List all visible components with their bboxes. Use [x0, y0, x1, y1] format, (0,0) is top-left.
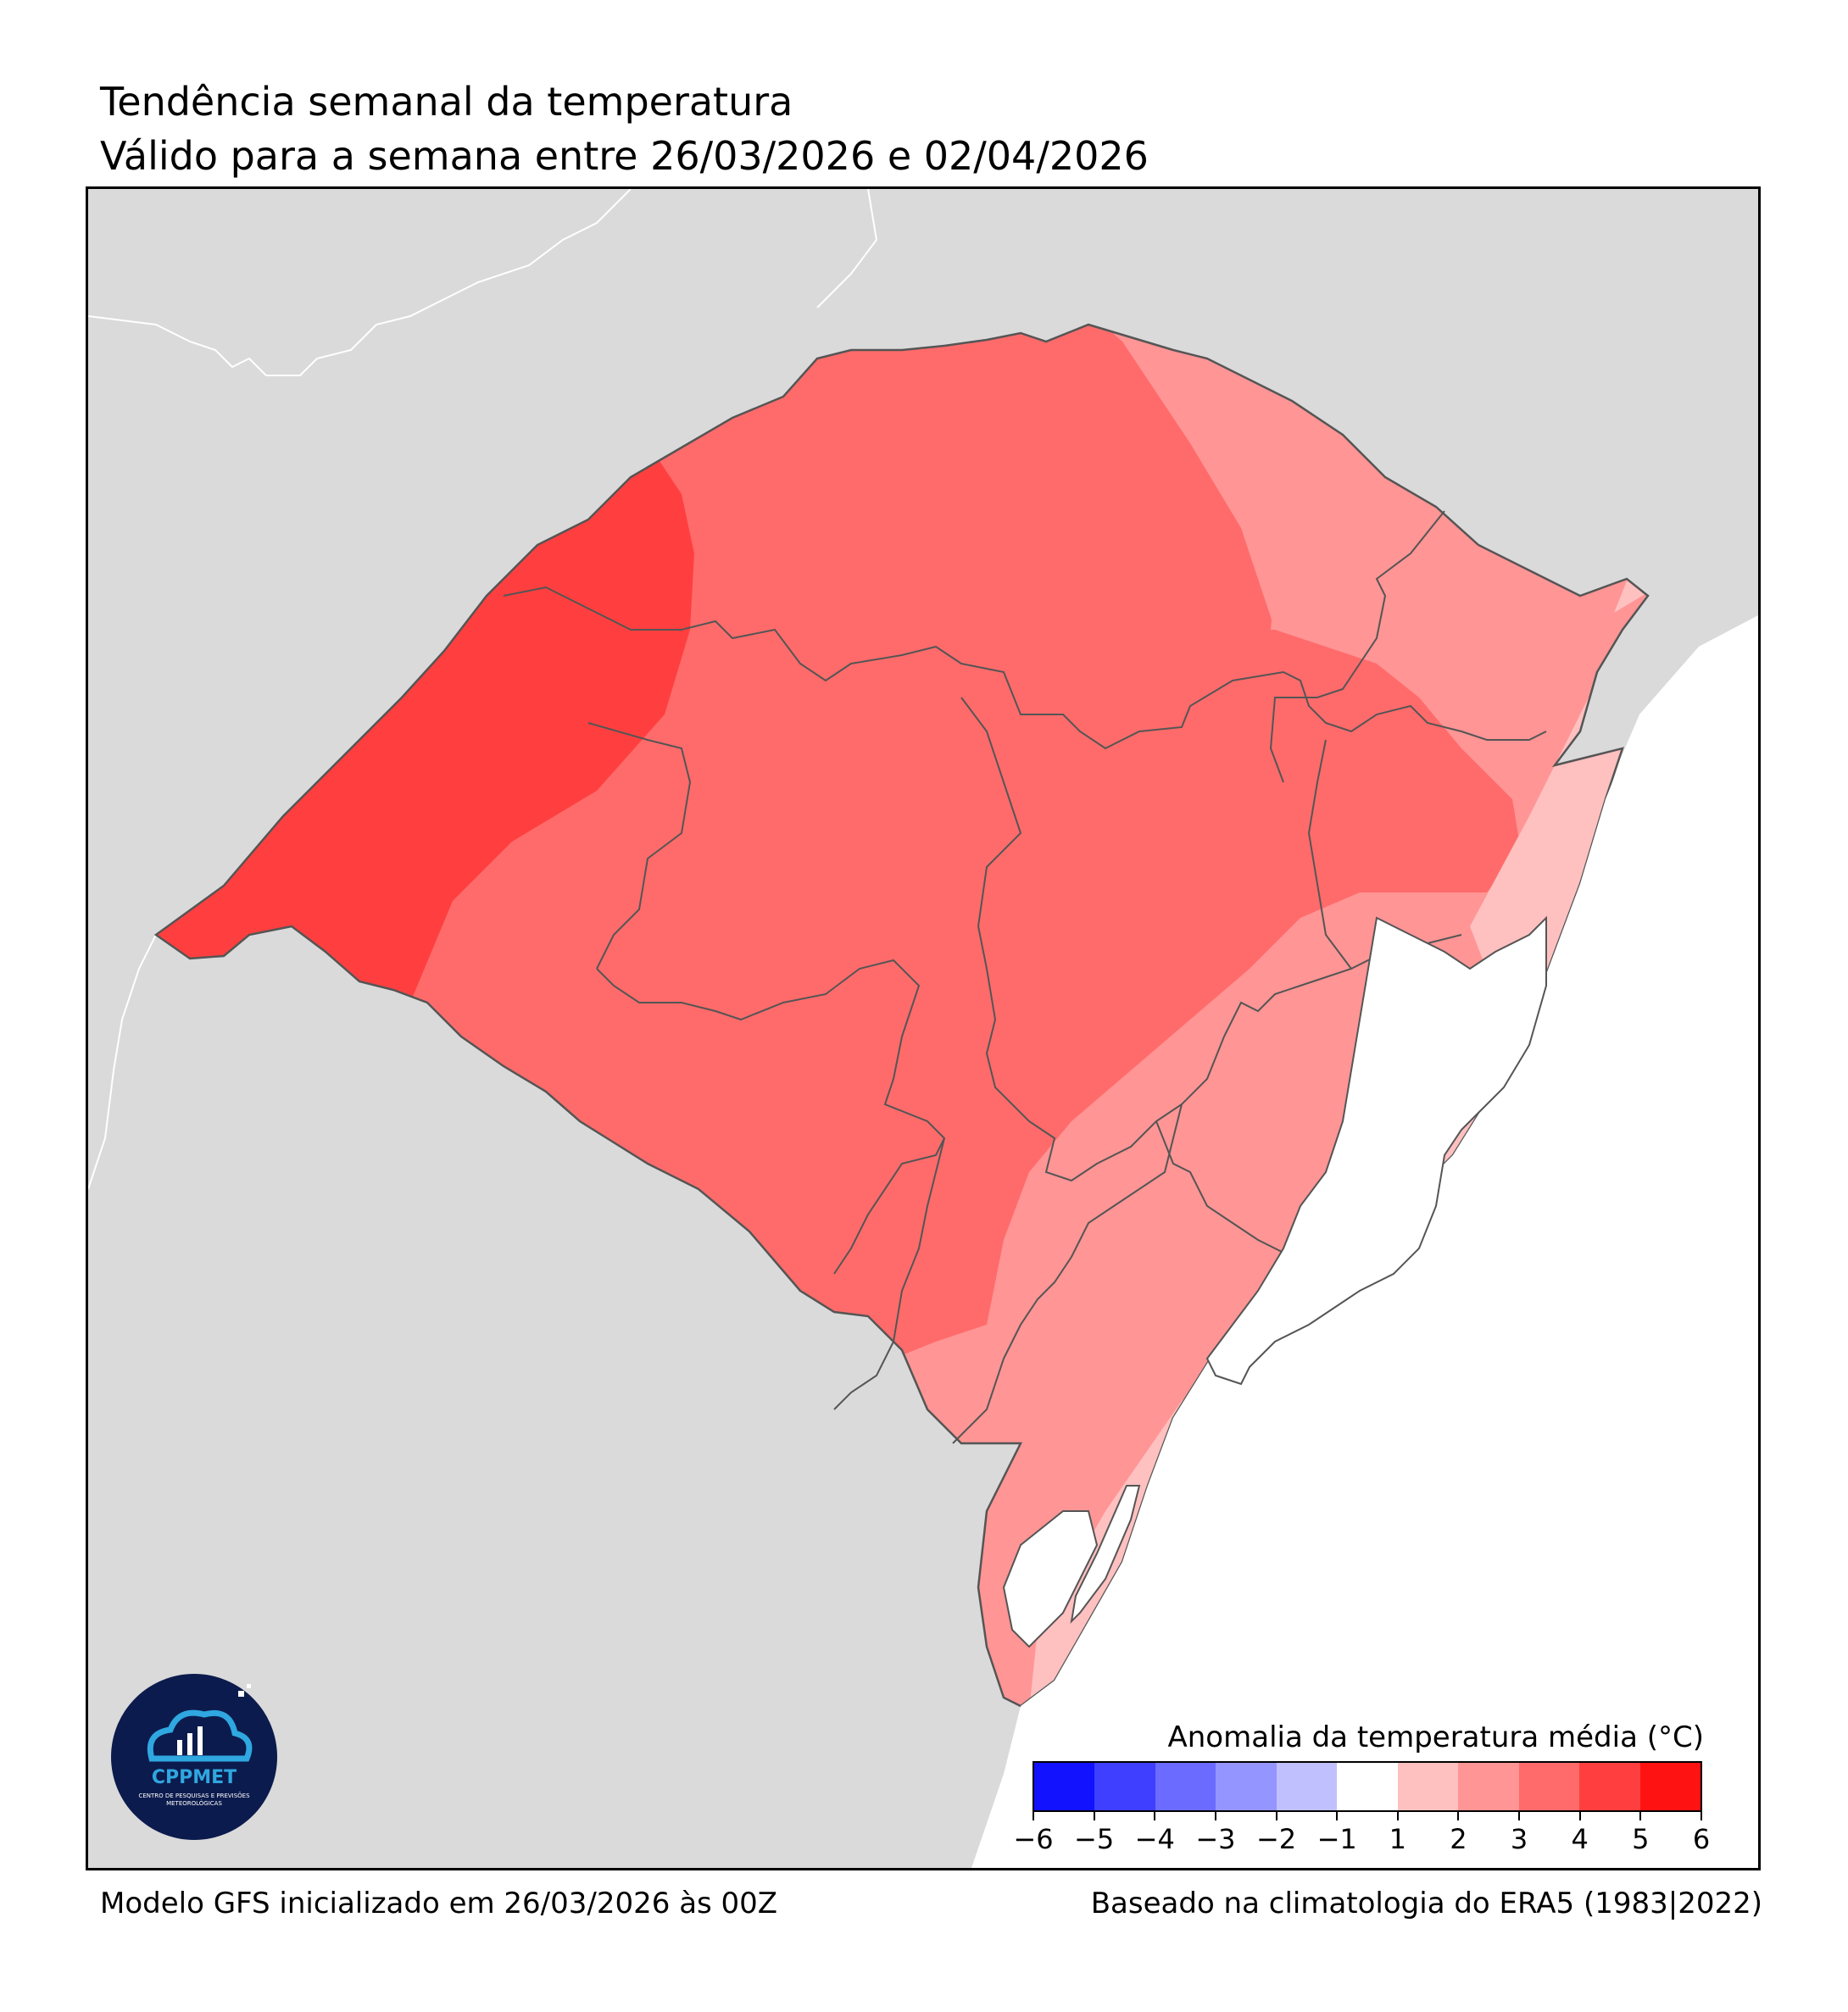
legend: Anomalia da temperatura média (°C) −6 −5−… — [1013, 1720, 1710, 1865]
lagoa-mangueira — [1070, 1485, 1141, 1624]
legend-tick — [1336, 1812, 1339, 1820]
legend-swatch — [1034, 1763, 1095, 1810]
lagoa-dos-patos — [1205, 915, 1547, 1386]
legend-swatch — [1458, 1763, 1519, 1810]
legend-tick — [1214, 1812, 1216, 1820]
cppmet-logo: CPPMET CENTRO DE PESQUISAS E PREVISÕES M… — [111, 1674, 277, 1840]
region-boundaries — [503, 510, 1547, 1444]
legend-swatch — [1337, 1763, 1398, 1810]
model-info: Modelo GFS inicializado em 26/03/2026 às… — [100, 1887, 778, 1920]
legend-tick — [1639, 1812, 1642, 1820]
legend-tick-label: 1 — [1389, 1823, 1406, 1855]
legend-tick-label: −3 — [1195, 1823, 1236, 1855]
map-canvas — [88, 189, 1758, 1868]
legend-tick — [1275, 1812, 1277, 1820]
legend-swatch — [1094, 1763, 1155, 1810]
map-panel — [86, 186, 1761, 1870]
legend-swatch — [1276, 1763, 1338, 1810]
legend-tick — [1578, 1812, 1581, 1820]
legend-tick — [1700, 1812, 1702, 1820]
map-title: Tendência semanal da temperatura — [100, 79, 793, 125]
legend-swatch — [1518, 1763, 1580, 1810]
legend-tick-label: −2 — [1255, 1823, 1297, 1855]
legend-ticks: −6 −5 −4 −3 −2 −1 1 2 3 4 5 6 — [1013, 1812, 1710, 1863]
legend-tick-label: −1 — [1316, 1823, 1357, 1855]
legend-tick-label: −4 — [1134, 1823, 1175, 1855]
cloud-chart-icon — [147, 1684, 253, 1762]
border-line — [88, 189, 632, 376]
legend-tick — [1154, 1812, 1156, 1820]
legend-tick — [1396, 1812, 1399, 1820]
legend-title: Anomalia da temperatura média (°C) — [1167, 1720, 1705, 1754]
legend-swatch — [1639, 1763, 1700, 1810]
legend-tick-label: 5 — [1632, 1823, 1650, 1855]
legend-tick — [1093, 1812, 1095, 1820]
map-subtitle: Válido para a semana entre 26/03/2026 e … — [100, 133, 1149, 179]
legend-tick-label: 3 — [1510, 1823, 1528, 1855]
border-line — [816, 189, 878, 308]
legend-tick — [1033, 1812, 1034, 1820]
logo-subtitle: CENTRO DE PESQUISAS E PREVISÕES METEOROL… — [138, 1792, 250, 1807]
lagoa-mirim — [1002, 1510, 1099, 1648]
legend-swatch — [1579, 1763, 1640, 1810]
legend-tick — [1518, 1812, 1521, 1820]
legend-swatch — [1397, 1763, 1459, 1810]
legend-tick-label: 4 — [1571, 1823, 1589, 1855]
logo-name: CPPMET — [151, 1767, 237, 1788]
legend-swatch — [1155, 1763, 1216, 1810]
legend-tick-label: −6 — [1013, 1823, 1054, 1855]
anomaly-zone-2-3 — [1271, 579, 1317, 630]
legend-tick-label: 6 — [1692, 1823, 1711, 1855]
legend-tick — [1457, 1812, 1460, 1820]
border-line — [88, 934, 157, 1190]
legend-swatch — [1216, 1763, 1277, 1810]
legend-tick-label: 2 — [1450, 1823, 1467, 1855]
climatology-info: Baseado na climatologia do ERA5 (1983|20… — [1090, 1887, 1762, 1920]
legend-colorbar — [1033, 1761, 1702, 1812]
legend-tick-label: −5 — [1074, 1823, 1115, 1855]
